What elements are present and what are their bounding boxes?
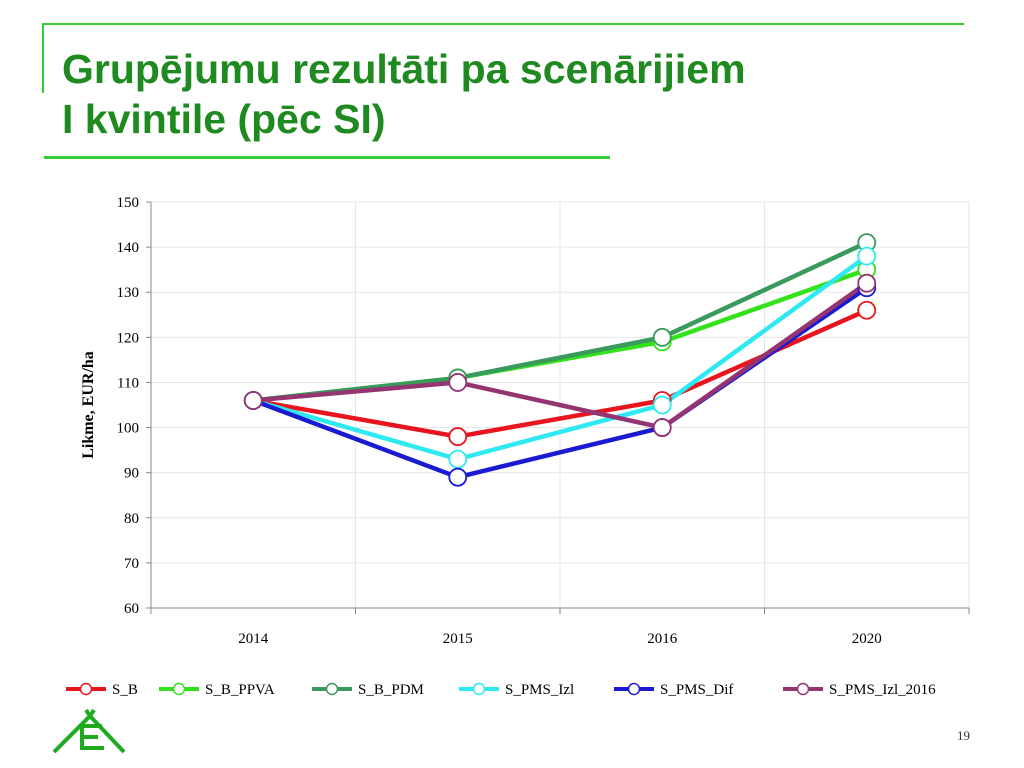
data-point: [448, 449, 468, 469]
y-tick-label: 100: [117, 421, 140, 437]
title-underline: [44, 156, 610, 159]
data-point: [857, 273, 877, 293]
y-tick-label: 120: [117, 330, 140, 346]
y-tick-label: 90: [124, 466, 139, 482]
series-line: [252, 254, 869, 462]
logo-icon: [52, 708, 126, 754]
chart-axes: 60 70 80 90 100 110 120 130 140 150 2014 2015 2016 20…: [80, 195, 970, 647]
y-tick-label: 70: [124, 556, 139, 572]
x-tick-label: 2014: [238, 631, 269, 647]
data-point: [448, 373, 468, 392]
x-tick-label: 2015: [443, 631, 473, 647]
legend-marker: [472, 682, 486, 696]
top-rule: [42, 23, 964, 25]
chart-series: [243, 233, 877, 487]
slide-title: Grupējumu rezultāti pa scenārijiem I kvi…: [62, 44, 746, 144]
legend-label: S_PMS_Izl: [505, 682, 574, 698]
title-line-2: I kvintile (pēc SI): [62, 96, 386, 142]
legend-label: S_PMS_Izl_2016: [829, 682, 936, 698]
legend-label: S_B_PDM: [358, 682, 424, 698]
data-point: [652, 418, 672, 437]
y-tick-label: 150: [117, 195, 140, 211]
legend-marker: [627, 682, 641, 696]
legend-marker: [79, 682, 93, 696]
y-axis-label: Likme, EUR/ha: [80, 351, 97, 459]
legend-label: S_PMS_Dif: [660, 682, 733, 698]
series-line: [253, 281, 869, 430]
legend-marker: [172, 682, 186, 696]
data-point: [243, 391, 263, 410]
title-line-1: Grupējumu rezultāti pa scenārijiem: [62, 46, 746, 92]
x-tick-label: 2016: [647, 631, 678, 647]
data-point: [652, 327, 672, 347]
data-point: [857, 246, 877, 266]
y-tick-label: 60: [124, 601, 139, 617]
y-tick-label: 140: [117, 240, 140, 256]
y-tick-label: 130: [117, 285, 140, 301]
x-tick-label: 2020: [852, 631, 882, 647]
chart-legend: S_B S_B_PPVA S_B_PDM S_PMS_Izl S_PMS_Dif S_PM…: [66, 682, 936, 698]
data-point: [448, 427, 468, 446]
legend-marker: [325, 682, 339, 696]
legend-label: S_B_PPVA: [205, 682, 275, 698]
y-tick-label: 80: [124, 511, 139, 527]
data-point: [448, 467, 468, 487]
data-point: [857, 300, 877, 320]
page-number: 19: [957, 728, 970, 743]
left-rule: [42, 23, 44, 93]
legend-marker: [796, 682, 810, 696]
data-point: [652, 395, 672, 415]
legend-label: S_B: [112, 682, 138, 698]
y-tick-label: 110: [117, 375, 139, 391]
